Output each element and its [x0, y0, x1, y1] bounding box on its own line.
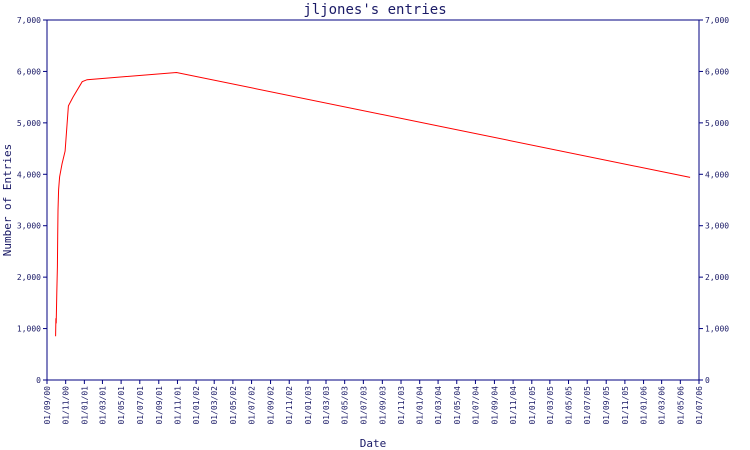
y-tick-label-right: 3,000: [705, 222, 729, 231]
x-tick-label: 01/05/04: [453, 386, 462, 425]
x-tick-label: 01/03/04: [434, 386, 443, 425]
x-ticks: 01/09/00 01/11/00 01/01/01 01/03/01 01/05/01…: [43, 380, 704, 425]
x-tick-label: 01/11/03: [397, 386, 406, 425]
y-axis-label: Number of Entries: [1, 144, 14, 257]
x-tick-label: 01/11/02: [285, 386, 294, 425]
y-tick-label-right: 2,000: [705, 273, 729, 282]
x-tick-label: 01/03/05: [546, 386, 555, 425]
y-tick-label-left: 7,000: [17, 16, 41, 25]
x-tick-label: 01/05/06: [676, 386, 685, 425]
x-tick-label: 01/01/03: [304, 386, 313, 425]
y-tick-label-right: 4,000: [705, 170, 729, 179]
y-ticks-left: 0 1,000 2,000 3,000 4,000 5,000 6,000 7,000: [17, 16, 47, 385]
y-tick-label-right: 5,000: [705, 119, 729, 128]
x-tick-label: 01/03/02: [210, 386, 219, 425]
x-tick-label: 01/01/01: [80, 386, 89, 425]
x-axis-label: Date: [360, 437, 387, 450]
x-tick-label: 01/05/01: [117, 386, 126, 425]
x-tick-label: 01/05/02: [229, 386, 238, 425]
x-tick-label: 01/11/00: [62, 386, 71, 425]
x-tick-label: 01/07/02: [248, 386, 257, 425]
series-line: [55, 71, 691, 337]
y-tick-label-right: 7,000: [705, 16, 729, 25]
x-tick-label: 01/09/00: [43, 386, 52, 425]
x-tick-label: 01/05/05: [565, 386, 574, 425]
chart-title: jljones's entries: [303, 2, 446, 18]
y-tick-label-left: 2,000: [17, 273, 41, 282]
x-tick-label: 01/03/01: [98, 386, 107, 425]
x-tick-label: 01/11/05: [621, 386, 630, 425]
x-tick-label: 01/01/05: [528, 386, 537, 425]
series-group: [55, 71, 691, 337]
y-tick-label-left: 4,000: [17, 170, 41, 179]
y-tick-label-left: 1,000: [17, 325, 41, 334]
x-tick-label: 01/05/03: [341, 386, 350, 425]
y-tick-label-right: 6,000: [705, 67, 729, 76]
y-tick-label-left: 0: [36, 376, 41, 385]
y-tick-label-right: 0: [705, 376, 710, 385]
y-tick-label-left: 5,000: [17, 119, 41, 128]
x-tick-label: 01/09/04: [490, 386, 499, 425]
plot-frame: [46, 19, 700, 381]
x-tick-label: 01/03/03: [322, 386, 331, 425]
x-tick-label: 01/01/04: [416, 386, 425, 425]
x-tick-label: 01/09/02: [267, 386, 276, 425]
x-tick-label: 01/07/01: [136, 386, 145, 425]
x-tick-label: 01/11/01: [173, 386, 182, 425]
x-tick-label: 01/09/03: [378, 386, 387, 425]
x-tick-label: 01/03/06: [658, 386, 667, 425]
x-tick-label: 01/01/06: [640, 386, 649, 425]
x-tick-label: 01/07/04: [471, 386, 480, 425]
y-tick-label-right: 1,000: [705, 325, 729, 334]
x-tick-label: 01/07/06: [695, 386, 704, 425]
y-tick-label-left: 6,000: [17, 67, 41, 76]
x-tick-label: 01/11/04: [509, 386, 518, 425]
x-tick-label: 01/07/05: [583, 386, 592, 425]
x-tick-label: 01/09/01: [155, 386, 164, 425]
y-tick-label-left: 3,000: [17, 222, 41, 231]
y-ticks-right: 0 1,000 2,000 3,000 4,000 5,000 6,000 7,000: [699, 16, 729, 385]
x-tick-label: 01/09/05: [602, 386, 611, 425]
x-tick-label: 01/07/03: [359, 386, 368, 425]
x-tick-label: 01/01/02: [192, 386, 201, 425]
